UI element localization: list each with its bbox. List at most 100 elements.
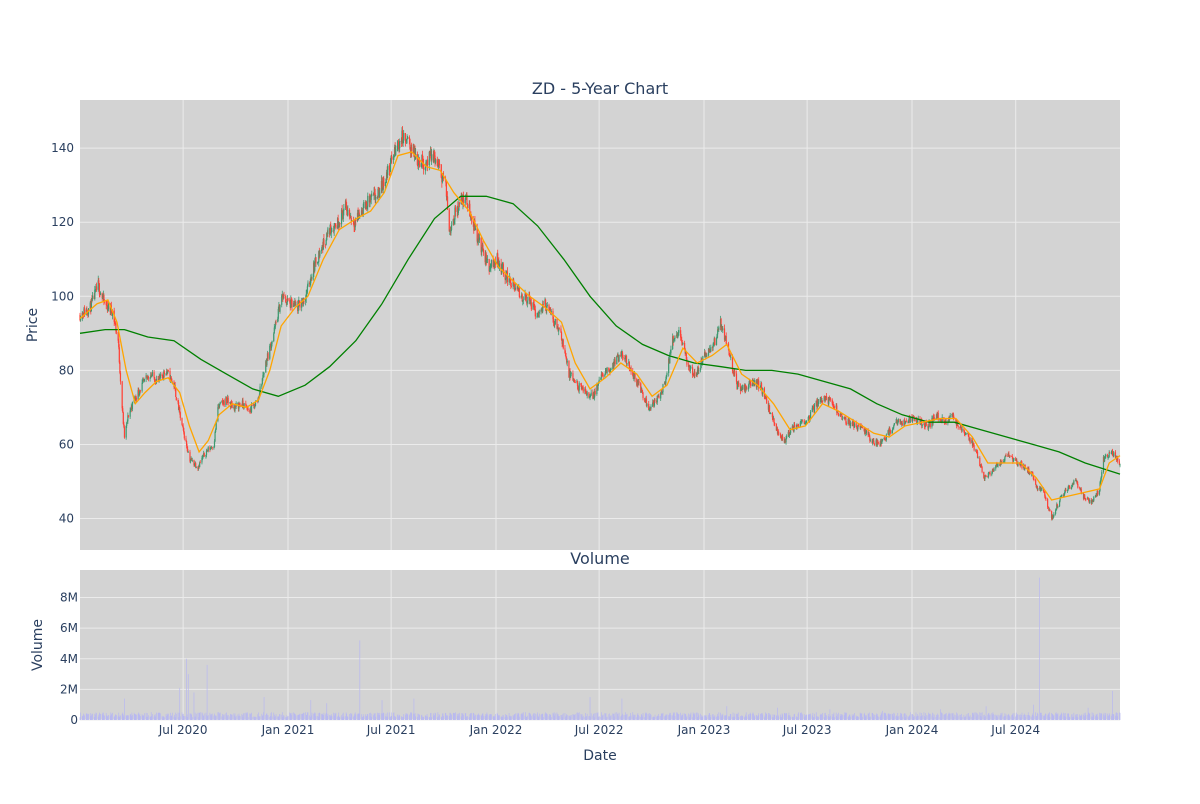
volume-bar [868,713,870,720]
candle-body [800,421,803,422]
volume-bar [562,714,564,720]
volume-bar [717,713,719,720]
volume-bar [858,716,859,720]
volume-bar [593,713,595,720]
volume-bar [333,713,335,720]
volume-bar [518,713,520,720]
candle-body [137,390,139,400]
volume-bar [491,714,492,720]
candle-body [405,139,408,142]
candle-body [326,233,328,240]
volume-bar [1008,714,1010,720]
volume-bar [452,712,454,720]
candle-body [1097,490,1099,495]
volume-bar [577,712,578,720]
volume-bar [809,714,811,720]
candle-body [1092,500,1094,502]
volume-bar [621,698,623,720]
volume-bar [194,716,195,720]
volume-bar [403,714,405,720]
candle-body [366,206,368,210]
volume-bar [218,714,220,720]
candle-body [420,163,422,167]
candle-body [1033,479,1035,480]
volume-bar [833,714,834,720]
volume-bar [105,713,107,720]
volume-bar [717,716,719,720]
candle-body [670,349,672,354]
volume-bar [721,716,723,720]
date-tick-label: Jul 2023 [782,723,832,737]
candle-body [1087,497,1089,499]
candle-body [223,400,225,406]
volume-bar [511,716,512,720]
candle-body [303,301,305,303]
volume-bar [745,712,747,720]
volume-bar [294,713,296,720]
volume-bar [245,712,247,720]
volume-bar [609,713,610,720]
candle-body [889,430,891,434]
candle-body [979,457,981,466]
volume-bar [427,716,428,720]
volume-bar [319,713,321,720]
volume-bar [538,717,540,720]
volume-bar [107,715,109,720]
candle-body [509,277,511,284]
volume-bar [750,713,752,720]
candle-body [513,283,515,288]
volume-bar [130,714,132,720]
volume-bar [648,712,650,720]
candle-body [502,264,505,275]
candle-body [489,267,491,269]
candle-body [963,431,966,434]
volume-bar [736,713,737,720]
volume-bar [878,716,879,720]
volume-bar [714,715,716,720]
volume-bar [534,713,536,720]
volume-bar [361,714,362,720]
volume-bar [514,714,516,720]
volume-bar [769,715,771,720]
volume-bar [194,712,196,720]
candle-body [593,390,596,398]
volume-bar [789,715,791,720]
candle-body [656,396,658,403]
volume-bar [234,715,235,720]
volume-bar [282,716,284,720]
candle-body [641,389,643,391]
volume-bar [234,713,236,720]
candle-body [678,330,680,333]
candle-body [997,464,999,466]
candle-body [290,299,293,301]
volume-bar [417,713,419,720]
volume-bar [325,712,327,720]
candle-body [505,272,507,280]
volume-bar [279,714,281,720]
volume-bar [1055,712,1057,720]
volume-bar [976,716,978,720]
candle-body [969,438,971,443]
candle-body [477,241,479,242]
volume-bar [545,712,546,720]
candle-body [772,417,774,420]
volume-bar [764,715,766,720]
candle-body [576,381,579,387]
candle-body [203,453,205,457]
candle-body [1055,510,1057,514]
volume-bar [401,716,403,720]
candle-body [91,299,93,301]
volume-bar [82,716,84,720]
candle-body [981,466,983,472]
candle-body [534,309,536,317]
volume-bar [853,714,855,720]
volume-bar [484,715,486,720]
candle-body [122,408,124,413]
candle-body [254,405,256,408]
candle-body [417,164,419,166]
volume-bar [262,714,264,720]
volume-bar [1011,715,1013,720]
candle-body [794,424,796,427]
volume-bar [86,713,88,720]
volume-bar [1043,715,1044,720]
